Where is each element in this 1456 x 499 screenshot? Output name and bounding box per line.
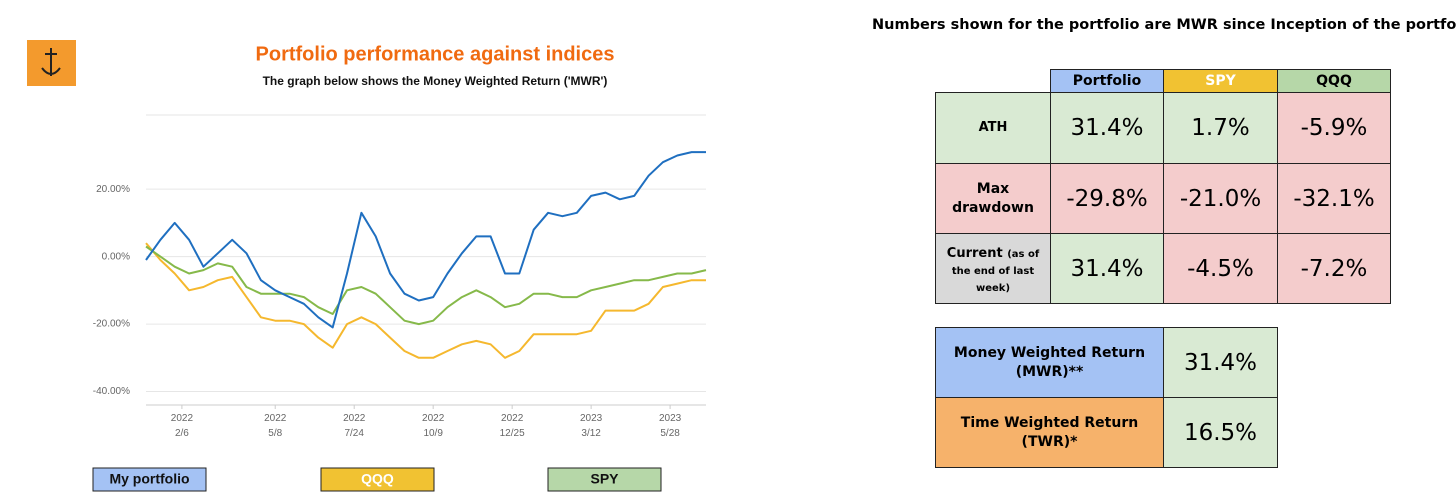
x-tick-label: 2022 12/25 [500,413,525,439]
x-tick-label: 2023 3/12 [580,413,603,439]
row-label: Money Weighted Return (MWR)** [935,327,1164,398]
series-line [145,245,707,326]
note: Numbers shown for the portfolio are MWR … [872,17,1456,33]
x-tick-line: 12/25 [500,428,525,439]
cell: -7.2% [1277,233,1391,304]
cell: -32.1% [1277,163,1391,234]
cell: -21.0% [1163,163,1278,234]
legend-swatch [547,467,662,492]
x-tick-line: 3/12 [581,428,601,439]
legend-swatch [92,467,207,492]
row-label: Max drawdown [935,163,1051,234]
logo-anchor [41,48,61,76]
cell: -29.8% [1050,163,1164,234]
x-tick-line: 2022 [264,413,287,424]
y-tick-label: -20.00% [93,319,130,330]
cell: -4.5% [1163,233,1278,304]
x-tick-label: 2022 10/9 [422,413,445,439]
row-label: ATH [935,92,1051,164]
x-tick-label: 2022 2/6 [171,413,194,439]
x-tick-line: 5/8 [268,428,282,439]
x-tick-line: 2023 [580,413,603,424]
x-tick-line: 2022 [422,413,445,424]
x-tick-line: 10/9 [423,428,443,439]
chart: Portfolio performance against indices Th… [27,40,707,492]
cell: 31.4% [1163,327,1278,398]
legend-label: SPY [590,471,619,487]
x-tick-line: 2022 [343,413,366,424]
x-tick-line: 7/24 [344,428,364,439]
row-label-main: Current [946,246,1003,261]
x-tick-line: 2022 [171,413,194,424]
cell: 31.4% [1050,233,1164,304]
y-tick-label: 20.00% [96,184,130,195]
legend-swatch [320,467,435,492]
series-line [145,151,706,329]
y-tick-label: 0.00% [102,251,130,262]
legend-label: My portfolio [109,471,189,487]
col-header: QQQ [1277,69,1391,93]
series-line [145,242,706,359]
cell: -5.9% [1277,92,1391,164]
col-header: SPY [1163,69,1278,93]
x-tick-line: 5/28 [660,428,680,439]
chart-title: Portfolio performance against indices [256,43,615,65]
cell: 31.4% [1050,92,1164,164]
cell: 1.7% [1163,92,1278,164]
y-tick-label: -40.00% [93,386,130,397]
cell: 16.5% [1163,397,1278,468]
row-label: Time Weighted Return (TWR)* [935,397,1164,468]
x-tick-label: 2023 5/28 [659,413,682,439]
x-tick-line: 2022 [501,413,524,424]
chart-subtitle: The graph below shows the Money Weighted… [263,74,608,88]
x-tick-line: 2/6 [175,428,189,439]
x-tick-line: 2023 [659,413,682,424]
col-header: Portfolio [1050,69,1164,93]
x-tick-label: 2022 7/24 [343,413,366,439]
row-label-note: (as of the end of last week) [951,249,1040,294]
row-label: Current (as of the end of last week) [935,233,1051,304]
x-tick-label: 2022 5/8 [264,413,287,439]
legend-label: QQQ [361,471,394,487]
